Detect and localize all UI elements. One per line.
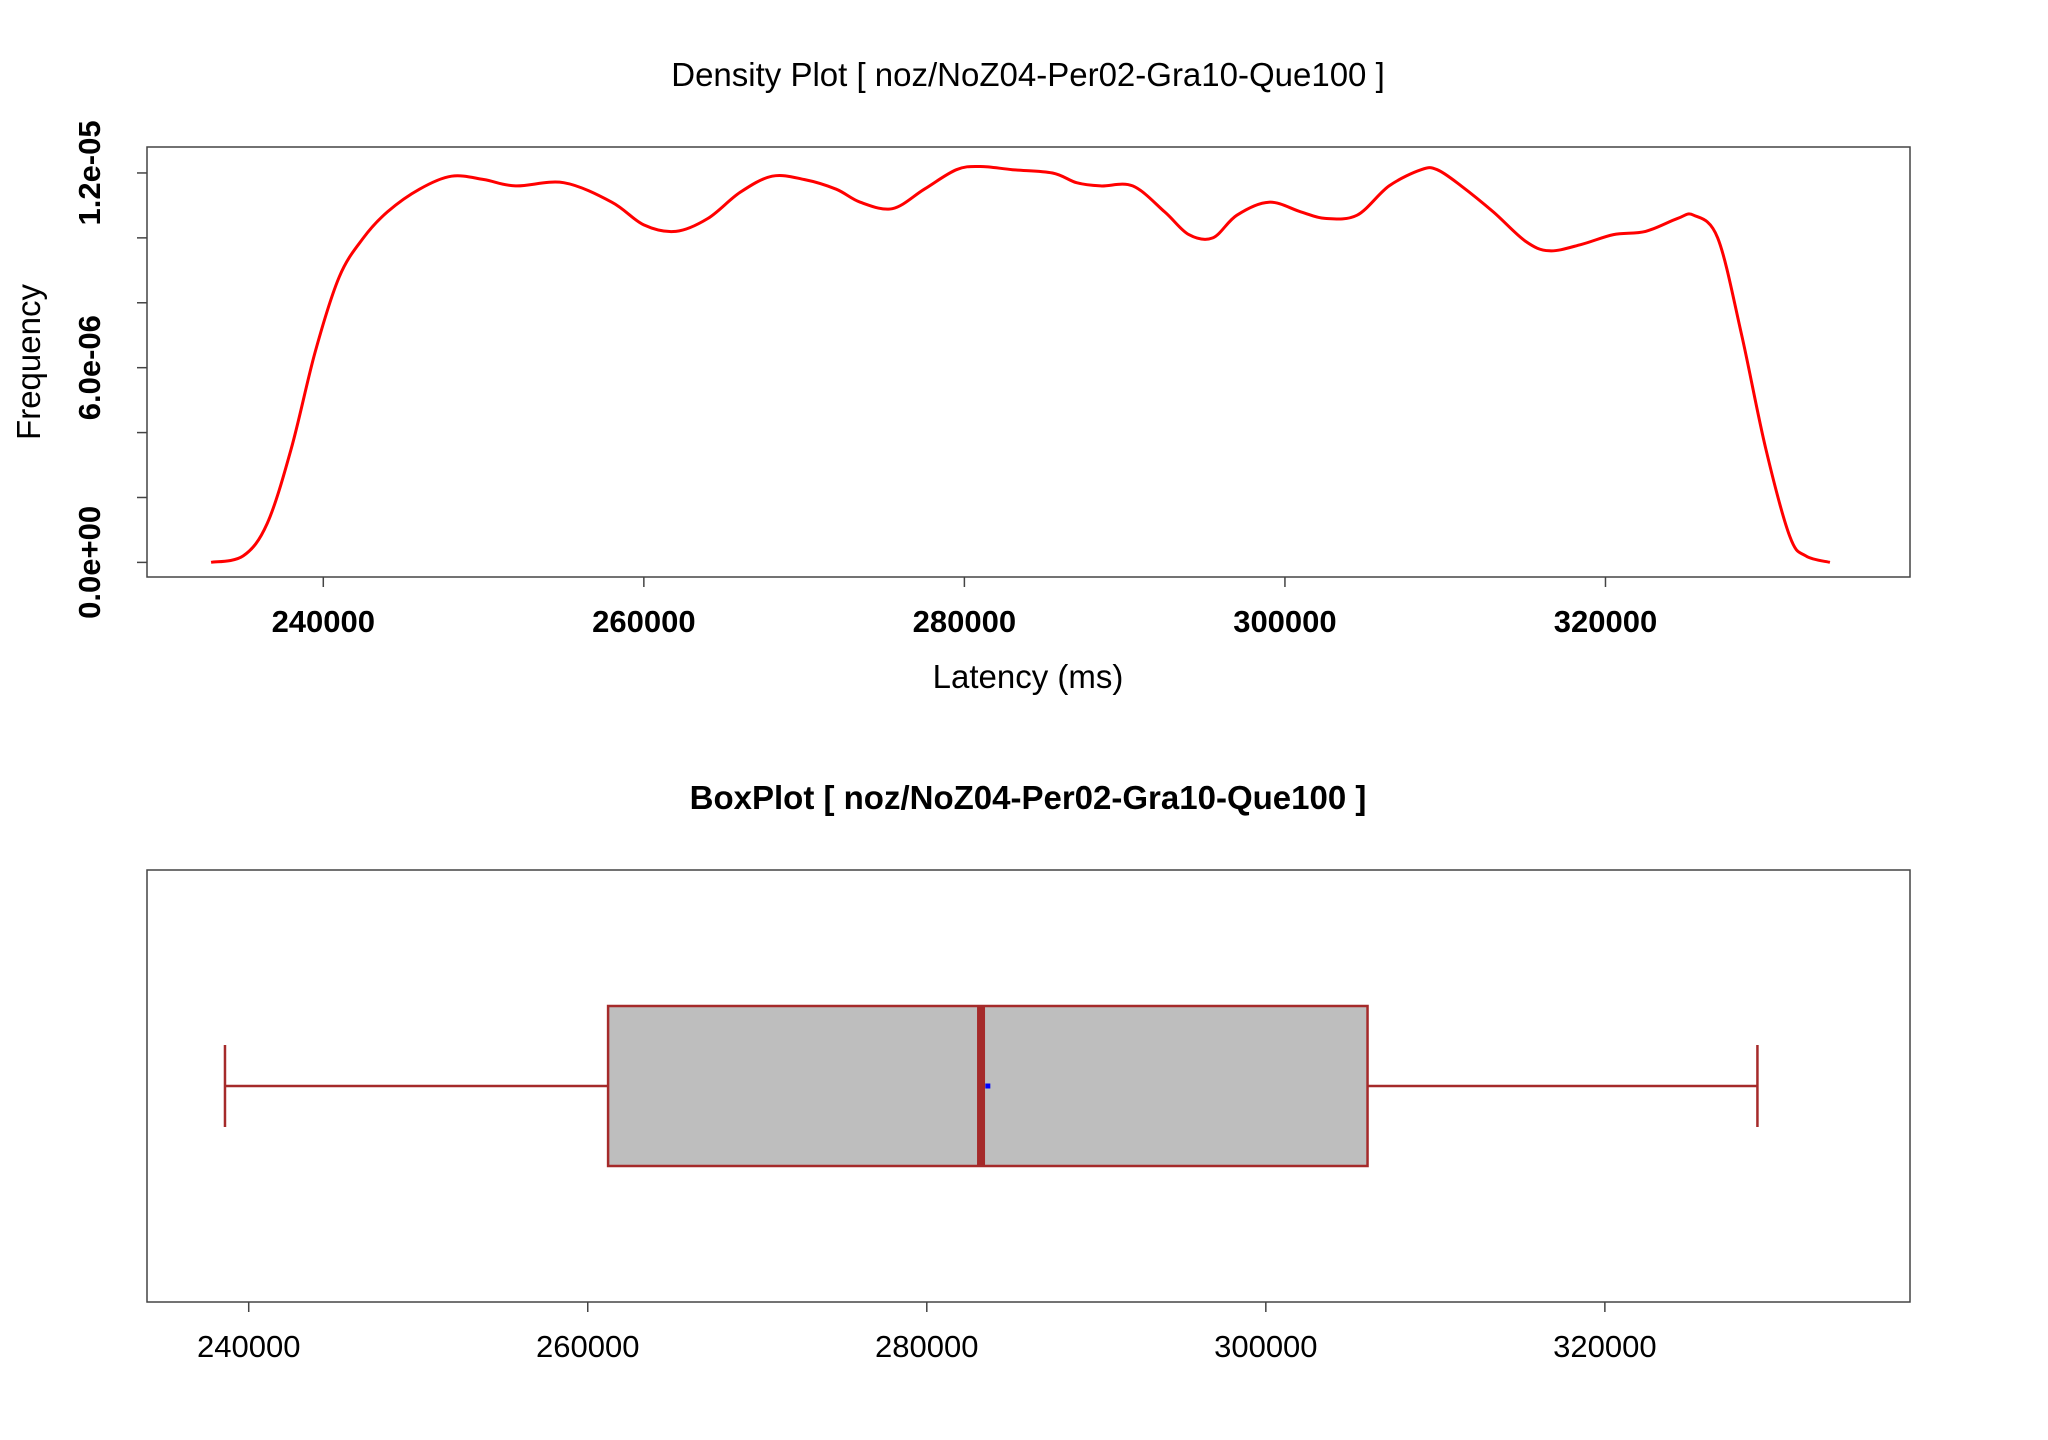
- density-y-tick-label: 1.2e-05: [72, 120, 107, 225]
- box-x-tick-label: 280000: [875, 1329, 978, 1364]
- density-x-tick-label: 260000: [592, 604, 695, 639]
- density-x-axis: 240000 260000 280000 300000 320000: [272, 577, 1657, 639]
- box-x-tick-label: 320000: [1553, 1329, 1656, 1364]
- box-x-tick-label: 300000: [1214, 1329, 1317, 1364]
- box-marks: [223, 1004, 1759, 1168]
- density-plot-frame: [146, 146, 1911, 578]
- box-x-tick-label: 240000: [197, 1329, 300, 1364]
- density-x-axis-label: Latency (ms): [933, 658, 1124, 695]
- density-y-axis-label: Frequency: [10, 284, 47, 440]
- box-x-axis: 240000 260000 280000 300000 320000: [197, 1302, 1657, 1364]
- density-x-tick-label: 240000: [272, 604, 375, 639]
- density-curve-line: [210, 164, 1831, 564]
- density-x-tick-label: 320000: [1554, 604, 1657, 639]
- density-chart: Density Plot [ noz/NoZ04-Per02-Gra10-Que…: [10, 56, 1911, 695]
- density-title: Density Plot [ noz/NoZ04-Per02-Gra10-Que…: [671, 56, 1385, 93]
- mean-marker: [985, 1083, 991, 1089]
- density-y-axis: 0.0e+00 6.0e-06 1.2e-05: [72, 120, 147, 619]
- density-y-tick-label: 6.0e-06: [72, 315, 107, 420]
- density-x-tick-label: 280000: [913, 604, 1016, 639]
- density-x-tick-label: 300000: [1233, 604, 1336, 639]
- box-plot-frame: [146, 869, 1911, 1303]
- box-title: BoxPlot [ noz/NoZ04-Per02-Gra10-Que100 ]: [690, 779, 1367, 816]
- box-chart: BoxPlot [ noz/NoZ04-Per02-Gra10-Que100 ]…: [146, 779, 1911, 1364]
- density-y-tick-label: 0.0e+00: [72, 506, 107, 619]
- box-x-tick-label: 260000: [536, 1329, 639, 1364]
